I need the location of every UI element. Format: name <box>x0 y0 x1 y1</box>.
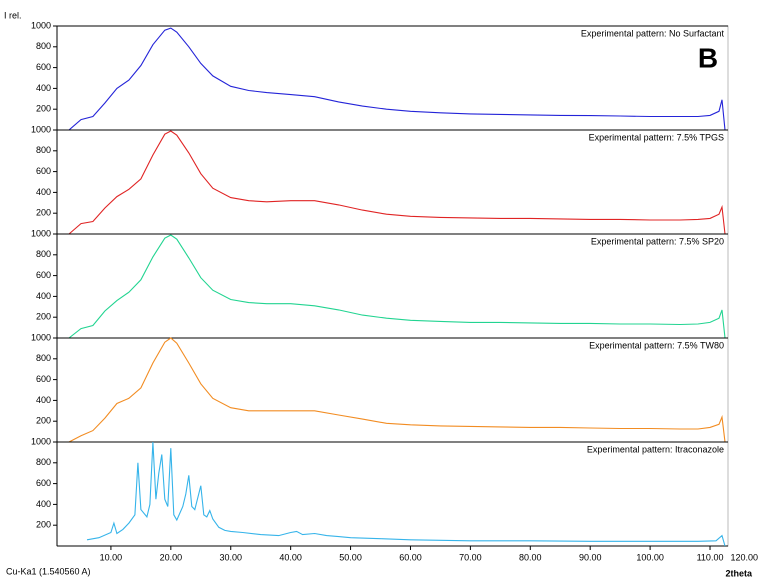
y-tick-label: 200 <box>36 104 51 114</box>
y-tick-label: 200 <box>36 312 51 322</box>
y-tick-label: 800 <box>36 41 51 51</box>
y-tick-label: 800 <box>36 353 51 363</box>
x-tick-label: 60.00 <box>399 552 422 562</box>
panel-frame <box>56 441 729 547</box>
y-tick-label: 800 <box>36 457 51 467</box>
x-tick-label: 110.00 <box>697 552 724 562</box>
pattern-line <box>86 441 726 547</box>
y-tick-label: 1000 <box>31 436 51 446</box>
y-tick-label: 400 <box>36 83 51 93</box>
y-tick-label: 200 <box>36 520 51 530</box>
x-tick-label: 70.00 <box>459 552 482 562</box>
x-tick-label: 120.00 <box>730 552 758 562</box>
x-tick-label: 40.00 <box>279 552 302 562</box>
y-tick-label: 1000 <box>31 124 51 134</box>
y-tick-label: 200 <box>36 208 51 218</box>
panel-letter: B <box>698 42 718 73</box>
y-tick-label: 600 <box>36 270 51 280</box>
pattern-line <box>68 27 726 131</box>
y-tick-label: 200 <box>36 416 51 426</box>
x-tick-label: 30.00 <box>219 552 242 562</box>
x-axis-label: 2theta <box>725 568 753 578</box>
x-tick-label: 10.00 <box>100 552 123 562</box>
y-tick-label: 400 <box>36 187 51 197</box>
pattern-line <box>68 130 726 235</box>
y-tick-label: 400 <box>36 291 51 301</box>
y-tick-label: 400 <box>36 499 51 509</box>
y-tick-label: 400 <box>36 395 51 405</box>
x-tick-label: 20.00 <box>160 552 183 562</box>
y-tick-label: 800 <box>36 145 51 155</box>
legend-entry: Experimental pattern: No Surfactant <box>581 28 725 38</box>
y-tick-label: 600 <box>36 478 51 488</box>
radiation-label: Cu-Ka1 (1.540560 A) <box>6 566 91 576</box>
x-tick-label: 50.00 <box>339 552 362 562</box>
y-tick-label: 600 <box>36 166 51 176</box>
y-tick-label: 1000 <box>31 332 51 342</box>
x-tick-label: 80.00 <box>519 552 542 562</box>
legend-entry: Experimental pattern: 7.5% SP20 <box>591 236 724 246</box>
legend-entry: Experimental pattern: 7.5% TW80 <box>589 340 724 350</box>
y-tick-label: 600 <box>36 374 51 384</box>
y-tick-label: 600 <box>36 62 51 72</box>
panel-frame <box>56 25 729 131</box>
pattern-line <box>68 234 726 339</box>
legend-entry: Experimental pattern: 7.5% TPGS <box>589 132 724 142</box>
pattern-line <box>68 337 726 443</box>
y-tick-label: 1000 <box>31 20 51 30</box>
y-tick-label: 800 <box>36 249 51 259</box>
y-tick-label: 1000 <box>31 228 51 238</box>
y-axis-label: I rel. <box>4 10 22 20</box>
legend-entry: Experimental pattern: Itraconazole <box>587 444 724 454</box>
x-tick-label: 90.00 <box>579 552 602 562</box>
x-tick-label: 100.00 <box>636 552 664 562</box>
